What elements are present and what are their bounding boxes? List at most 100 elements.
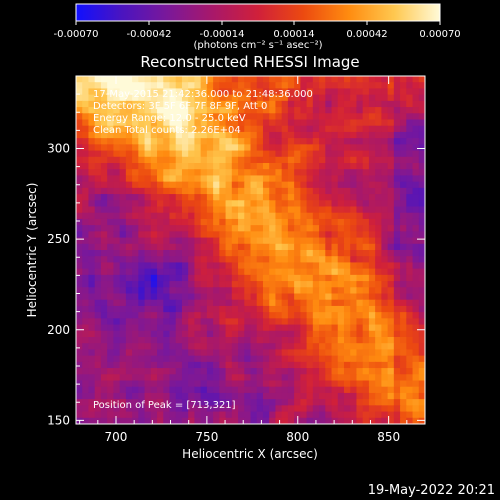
heatmap-cell (231, 256, 239, 264)
heatmap-cell (100, 94, 108, 102)
heatmap-cell (368, 243, 376, 251)
heatmap-cell (337, 405, 345, 413)
heatmap-cell (119, 119, 127, 127)
heatmap-cell (157, 417, 164, 424)
heatmap-cell (231, 392, 239, 400)
heatmap-cell (262, 200, 270, 208)
heatmap-cell (256, 361, 264, 369)
heatmap-cell (269, 181, 277, 189)
heatmap-cell (100, 324, 108, 332)
heatmap-cell (132, 225, 139, 232)
heatmap-cell (94, 256, 102, 264)
heatmap-cell (94, 82, 102, 90)
heatmap-cell (275, 324, 283, 332)
heatmap-cell (287, 374, 295, 382)
heatmap-cell (343, 194, 351, 201)
heatmap-cell (287, 287, 295, 295)
heatmap-cell (356, 374, 364, 382)
heatmap-cell (94, 200, 102, 208)
heatmap-cell (406, 107, 414, 114)
heatmap-cell (181, 200, 189, 208)
heatmap-cell (175, 237, 183, 245)
heatmap-cell (138, 163, 146, 170)
heatmap-cell (312, 243, 320, 251)
heatmap-cell (281, 144, 289, 152)
heatmap-cell (362, 299, 370, 307)
heatmap-cell (406, 405, 414, 413)
heatmap-cell (412, 76, 420, 83)
heatmap-cell (238, 305, 245, 313)
heatmap-cell (393, 88, 401, 96)
heatmap-cell (343, 212, 351, 220)
heatmap-cell (375, 156, 382, 164)
heatmap-cell (238, 237, 245, 245)
heatmap-cell (169, 231, 177, 239)
heatmap-cell (244, 131, 252, 139)
heatmap-cell (393, 349, 401, 357)
colorbar-tick-label: -0.00042 (127, 29, 172, 40)
heatmap-cell (231, 76, 239, 83)
heatmap-cell (238, 225, 245, 232)
heatmap-cell (269, 262, 277, 270)
heatmap-cell (306, 380, 314, 388)
heatmap-cell (150, 374, 158, 382)
heatmap-cell (312, 392, 320, 400)
heatmap-cell (362, 163, 370, 170)
heatmap-cell (312, 76, 320, 83)
heatmap-cell (219, 262, 227, 270)
heatmap-cell (175, 361, 183, 369)
heatmap-cell (250, 299, 258, 307)
heatmap-cell (76, 187, 83, 195)
heatmap-cell (406, 287, 414, 295)
heatmap-cell (269, 163, 277, 170)
heatmap-cell (368, 337, 376, 344)
heatmap-cell (181, 405, 189, 413)
heatmap-cell (244, 187, 252, 195)
heatmap-cell (319, 405, 326, 413)
heatmap-cell (281, 113, 289, 121)
heatmap-cell (356, 299, 364, 307)
heatmap-cell (163, 94, 171, 102)
heatmap-cell (350, 380, 358, 388)
heatmap-cell (325, 293, 333, 301)
heatmap-cell (294, 287, 301, 295)
heatmap-cell (362, 386, 370, 394)
heatmap-cell (113, 318, 121, 326)
heatmap-cell (368, 194, 376, 201)
heatmap-cell (306, 355, 314, 363)
heatmap-cell (225, 150, 233, 158)
heatmap-cell (306, 318, 314, 326)
heatmap-cell (238, 194, 245, 201)
heatmap-cell (181, 287, 189, 295)
heatmap-cell (275, 287, 283, 295)
heatmap-cell (412, 88, 420, 96)
heatmap-cell (144, 119, 152, 127)
heatmap-cell (300, 156, 308, 164)
heatmap-cell (76, 330, 83, 338)
heatmap-cell (331, 138, 339, 145)
heatmap-cell (138, 194, 146, 201)
heatmap-cell (100, 175, 108, 183)
heatmap-cell (213, 374, 220, 382)
heatmap-cell (325, 299, 333, 307)
heatmap-cell (294, 405, 301, 413)
heatmap-cell (244, 299, 252, 307)
heatmap-cell (238, 417, 245, 424)
heatmap-cell (319, 144, 326, 152)
heatmap-cell (287, 206, 295, 214)
heatmap-cell (337, 237, 345, 245)
heatmap-cell (387, 150, 395, 158)
heatmap-cell (325, 163, 333, 170)
heatmap-cell (206, 138, 214, 145)
heatmap-cell (213, 212, 220, 220)
heatmap-cell (88, 156, 96, 164)
heatmap-cell (362, 380, 370, 388)
heatmap-cell (238, 82, 245, 90)
heatmap-cell (125, 237, 133, 245)
heatmap-cell (157, 250, 164, 257)
heatmap-cell (343, 206, 351, 214)
heatmap-cell (132, 144, 139, 152)
heatmap-cell (275, 100, 283, 108)
heatmap-cell (418, 163, 425, 170)
heatmap-cell (144, 225, 152, 232)
